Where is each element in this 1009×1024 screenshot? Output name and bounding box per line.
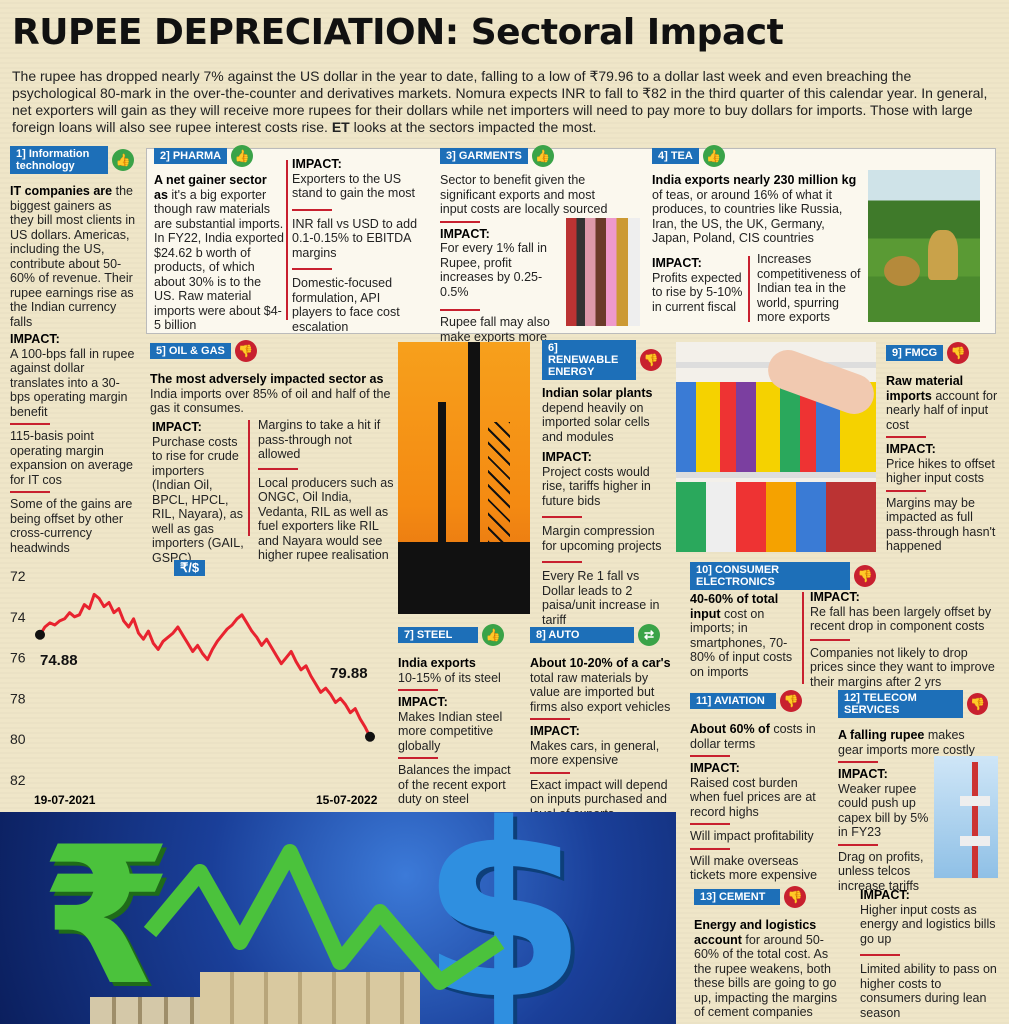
sector-it: 1] Information technology 👍 IT companies… bbox=[10, 146, 136, 555]
thumbs-up-icon: 👍 bbox=[231, 145, 254, 167]
thumbs-down-icon: 👎 bbox=[640, 349, 662, 371]
start-point bbox=[35, 629, 45, 640]
sector-auto: 8] AUTO ⇄ About 10-20% of a car's total … bbox=[530, 624, 672, 821]
tea-basket bbox=[884, 256, 920, 286]
thumbs-up-icon: 👍 bbox=[702, 145, 725, 167]
dollar-symbol-icon: $ bbox=[420, 812, 587, 1024]
sector-tag: 5] OIL & GAS bbox=[150, 343, 231, 359]
rupee-dollar-illustration: ₹ $ bbox=[0, 812, 676, 1024]
shelf-products bbox=[676, 482, 876, 552]
thumbs-down-icon: 👎 bbox=[947, 342, 970, 364]
sector-pharma-impact: IMPACT: Exporters to the US stand to gai… bbox=[292, 157, 418, 334]
sector-tag: 4] TEA bbox=[652, 148, 699, 164]
sector-tea: 4] TEA 👍 India exports nearly 230 millio… bbox=[652, 145, 864, 246]
tea-picker-figure bbox=[928, 230, 958, 280]
sector-renewable: 6] RENEWABLE ENERGY 👎 Indian solar plant… bbox=[542, 340, 662, 627]
sector-tag: 1] Information technology bbox=[10, 146, 108, 174]
sector-consumer-electronics: 10] CONSUMER ELECTRONICS 👎 bbox=[690, 562, 990, 596]
garments-photo bbox=[566, 218, 640, 326]
chart-title: ₹/$ bbox=[174, 560, 206, 576]
sector-tag: 2] PHARMA bbox=[154, 148, 228, 164]
sector-aviation: 11] AVIATION 👎 About 60% of costs in dol… bbox=[690, 690, 826, 883]
y-tick-label: 74 bbox=[10, 609, 26, 625]
refinery-base bbox=[398, 542, 530, 614]
chimney bbox=[438, 402, 446, 614]
tower-mast bbox=[972, 762, 978, 878]
thumbs-down-icon: 👎 bbox=[780, 690, 802, 712]
tea-plantation-photo bbox=[868, 170, 980, 322]
sector-oil-gas-notes: Margins to take a hit if pass-through no… bbox=[258, 418, 394, 562]
sector-oil-gas: 5] OIL & GAS 👎 The most adversely impact… bbox=[150, 340, 395, 416]
sector-consumer-lead: 40-60% of total input cost on imports; i… bbox=[690, 592, 793, 679]
thumbs-down-icon: 👎 bbox=[966, 693, 988, 715]
thumbs-down-icon: 👎 bbox=[784, 886, 806, 908]
store-shelf-photo bbox=[676, 342, 876, 552]
intro-paragraph: The rupee has dropped nearly 7% against … bbox=[12, 68, 988, 135]
trend-arrow-icon bbox=[143, 844, 505, 990]
rupee-symbol-icon: ₹ bbox=[40, 812, 173, 1024]
y-tick-label: 80 bbox=[10, 731, 26, 747]
x-start-label: 19-07-2021 bbox=[34, 793, 96, 807]
sector-cement-impact: IMPACT: Higher input costs as energy and… bbox=[860, 888, 997, 1020]
page-title: RUPEE DEPRECIATION: Sectoral Impact bbox=[12, 12, 784, 53]
y-tick-label: 72 bbox=[10, 568, 26, 584]
sector-tea-impact: IMPACT: Profits expected to rise by 5-10… bbox=[652, 256, 743, 314]
sector-tag: 3] GARMENTS bbox=[440, 148, 528, 164]
y-tick-label: 78 bbox=[10, 690, 26, 706]
sector-consumer-impact: IMPACT: Re fall has been largely offset … bbox=[810, 590, 995, 689]
telecom-tower-photo bbox=[934, 756, 998, 878]
thumbs-up-icon: 👍 bbox=[482, 624, 504, 646]
sector-tag: 6] RENEWABLE ENERGY bbox=[542, 340, 636, 380]
refinery-photo bbox=[398, 342, 530, 614]
rupee-dollar-chart: ₹/$ 72 74 76 78 80 82 74.88 79.88 19-07-2021 15-0… bbox=[8, 558, 388, 808]
sector-tea-p2: Increases competitiveness of Indian tea … bbox=[757, 252, 861, 324]
chart-plot: 72 74 76 78 80 82 74.88 79.88 19-07-2021 15-07-20… bbox=[10, 568, 378, 807]
thumbs-down-icon: 👎 bbox=[234, 340, 257, 362]
end-value-label: 79.88 bbox=[330, 665, 368, 682]
y-tick-label: 82 bbox=[10, 772, 26, 788]
sector-fmcg: 9] FMCG 👎 Raw material imports account f… bbox=[886, 342, 998, 554]
sector-tag: 11] AVIATION bbox=[690, 693, 776, 709]
sector-tag: 9] FMCG bbox=[886, 345, 944, 361]
sector-tag: 10] CONSUMER ELECTRONICS bbox=[690, 562, 850, 590]
x-end-label: 15-07-2022 bbox=[316, 793, 378, 807]
sector-tag: 7] STEEL bbox=[398, 627, 478, 643]
sector-tag: 13] CEMENT bbox=[694, 889, 780, 905]
sector-tag: 12] TELECOM SERVICES bbox=[838, 690, 963, 718]
thumbs-up-icon: 👍 bbox=[531, 145, 554, 167]
sector-garments: 3] GARMENTS 👍 Sector to benefit given th… bbox=[440, 145, 620, 359]
thumbs-up-icon: 👍 bbox=[112, 149, 134, 171]
sector-cement: 13] CEMENT 👎 Energy and logistics accoun… bbox=[694, 886, 842, 1020]
sector-tag: 8] AUTO bbox=[530, 627, 634, 643]
y-tick-label: 76 bbox=[10, 650, 26, 666]
currency-notes bbox=[200, 972, 420, 1024]
thumbs-down-icon: 👎 bbox=[854, 565, 876, 587]
end-point bbox=[365, 731, 375, 742]
neutral-icon: ⇄ bbox=[638, 624, 660, 646]
start-value-label: 74.88 bbox=[40, 652, 78, 669]
sector-steel: 7] STEEL 👍 India exports 10-15% of its st… bbox=[398, 624, 524, 807]
sector-pharma: 2] PHARMA 👍 A net gainer sector as it's … bbox=[154, 145, 284, 333]
sector-telecom: 12] TELECOM SERVICES 👎 A falling rupee m… bbox=[838, 690, 988, 893]
sector-oil-gas-impact: IMPACT: Purchase costs to rise for crude… bbox=[152, 420, 244, 565]
series-line bbox=[38, 592, 372, 738]
et-brand: ET bbox=[331, 119, 350, 135]
currency-notes bbox=[90, 997, 200, 1024]
